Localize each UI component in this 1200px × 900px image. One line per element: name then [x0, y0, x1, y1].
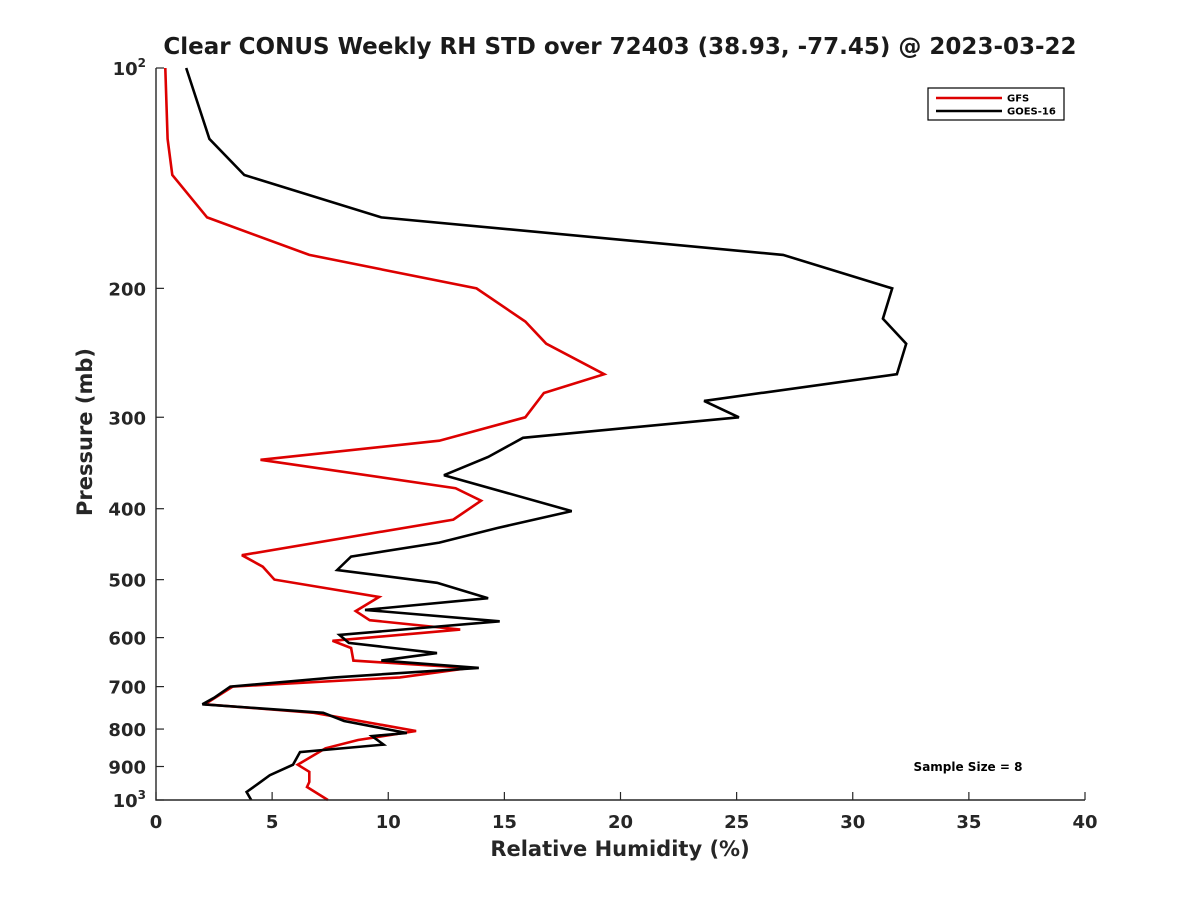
y-tick-label: 800: [108, 720, 146, 741]
x-tick-label: 10: [376, 812, 401, 833]
y-tick-label: 500: [108, 571, 146, 592]
x-tick-label: 0: [150, 812, 163, 833]
x-tick-label: 35: [956, 812, 981, 833]
axis-spines: [155, 68, 1085, 801]
legend-entry-goes16: GOES-16: [1007, 107, 1056, 118]
y-tick-label: 700: [108, 678, 146, 699]
x-tick-label: 20: [608, 812, 633, 833]
y-tick-label: 600: [108, 629, 146, 650]
y-tick-label: 300: [108, 408, 146, 429]
x-axis-ticks: 0 5 10 15 20 25 30 35 40: [150, 792, 1098, 833]
x-axis-label: Relative Humidity (%): [490, 837, 749, 861]
sample-size-annotation: Sample Size = 8: [914, 760, 1023, 774]
legend: GFS GOES-16: [927, 87, 1065, 121]
y-axis-label: Pressure (mb): [73, 348, 97, 516]
x-tick-label: 15: [492, 812, 517, 833]
x-tick-label: 30: [840, 812, 865, 833]
y-tick-label: 900: [108, 758, 146, 779]
series-line-gfs: [164, 67, 608, 802]
y-tick-label: 103: [113, 788, 146, 812]
y-axis-ticks: 102 200 300 400 500 600 700 800 900 103: [108, 56, 164, 812]
chart-title: Clear CONUS Weekly RH STD over 72403 (38…: [163, 34, 1076, 60]
series-layer: [164, 67, 908, 802]
plot-area: 0 5 10 15 20 25 30 35 40 102 200 300 400 500 600 700 80…: [108, 56, 1097, 833]
x-tick-label: 40: [1072, 812, 1097, 833]
legend-box: [927, 87, 1065, 121]
series-line-goes16: [184, 67, 908, 801]
y-tick-label: 102: [113, 56, 146, 80]
x-tick-label: 5: [266, 812, 279, 833]
x-tick-label: 25: [724, 812, 749, 833]
y-tick-label: 200: [108, 279, 146, 300]
y-tick-label: 400: [108, 500, 146, 521]
legend-entry-gfs: GFS: [1007, 94, 1029, 105]
